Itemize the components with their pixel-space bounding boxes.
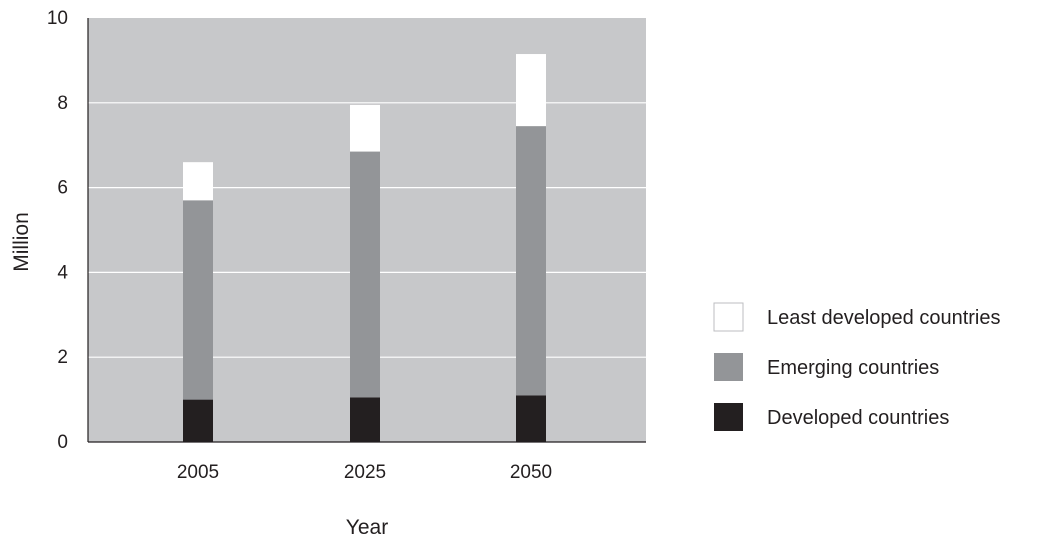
bars: [183, 54, 546, 442]
bar-segment-least-developed-countries-2005: [183, 162, 213, 201]
plot-area: [87, 18, 646, 443]
y-axis-title: Million: [10, 212, 33, 272]
x-tick-labels: 2005 2025 2050: [177, 462, 552, 483]
legend-label: Developed countries: [767, 407, 949, 429]
legend-item-least-developed-countries: Least developed countries: [713, 302, 1001, 332]
y-tick-labels: 0 2 4 6 8 10: [47, 8, 69, 453]
y-tick-label: 4: [57, 262, 68, 283]
x-axis-title: Year: [346, 516, 388, 539]
y-tick-label: 10: [47, 8, 68, 29]
y-tick-label: 8: [57, 93, 68, 114]
legend-swatch: [714, 403, 743, 431]
bar-segment-emerging-countries-2050: [516, 126, 546, 396]
bar-segment-least-developed-countries-2025: [350, 104, 380, 152]
y-tick-label: 6: [57, 178, 68, 199]
bar-segment-developed-countries-2005: [183, 399, 213, 442]
x-tick-label: 2050: [510, 462, 552, 483]
bar-segment-least-developed-countries-2050: [516, 54, 546, 127]
x-tick-label: 2025: [344, 462, 386, 483]
bar-segment-emerging-countries-2025: [350, 151, 380, 398]
legend-item-emerging-countries: Emerging countries: [714, 353, 939, 381]
legend-item-developed-countries: Developed countries: [714, 403, 949, 431]
legend: Least developed countries Emerging countr…: [713, 302, 1001, 431]
bar-segment-emerging-countries-2005: [183, 200, 213, 400]
bar-segment-developed-countries-2050: [516, 395, 546, 442]
bar-segment-developed-countries-2025: [350, 397, 380, 442]
x-tick-label: 2005: [177, 462, 219, 483]
legend-swatch: [713, 302, 744, 332]
legend-swatch: [714, 353, 743, 381]
legend-label: Emerging countries: [767, 357, 939, 379]
y-tick-label: 2: [57, 347, 68, 368]
y-tick-label: 0: [57, 432, 68, 453]
legend-label: Least developed countries: [767, 307, 1001, 329]
